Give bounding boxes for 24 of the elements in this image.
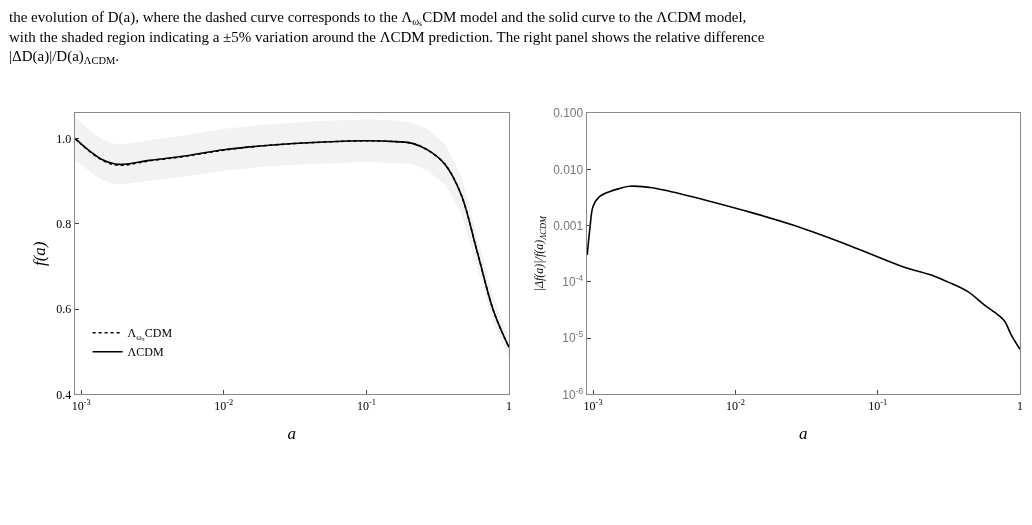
y-tick-label: 10$^{-4}$ [562, 273, 584, 290]
y-tick-label: 1.0 [56, 131, 72, 146]
y-tick-label: 10$^{-5}$ [562, 329, 584, 346]
text: the evolution of D(a), where the dashed curve corresponds to the Λ$_{ωₛ}$CDM model and the solid curve to the ΛCDM model, with the shaded region indicating a ±5% variation around the ΛCDM prediction. The right panel shows the relative difference |ΔD(a)|/D(a)$_{ΛCDM}$. [9, 9, 765, 67]
x-tick-label: 10$^{-3}$ [583, 397, 603, 413]
x-axis-title: a [287, 424, 297, 444]
x-tick-label: 10$^{-2}$ [725, 397, 745, 413]
y-tick-label: 0.100 [553, 106, 584, 121]
y-tick-label: 0.001 [553, 218, 584, 233]
y-tick-label: 10$^{-6}$ [562, 385, 584, 402]
x-axis-title: a [799, 424, 808, 444]
y-tick-label: 0.010 [553, 162, 584, 177]
x-tick-label: 10$^{-2}$ [214, 397, 234, 413]
x-tick-label: 10$^{-1}$ [356, 397, 376, 413]
legend-label: ΛCDM [127, 345, 164, 360]
x-tick-label: 10$^{-3}$ [71, 397, 91, 413]
y-tick-label: 0.4 [56, 387, 72, 402]
y-tick-label: 0.6 [56, 302, 72, 317]
x-tick-label: 1 [506, 398, 513, 413]
y-axis-title: f(a) [29, 241, 49, 267]
y-tick-label: 0.8 [56, 217, 72, 232]
x-tick-label: 1 [1017, 398, 1024, 413]
x-tick-label: 10$^{-1}$ [868, 397, 888, 413]
legend-label: Λ$_{ωₛ}$CDM [127, 326, 173, 342]
